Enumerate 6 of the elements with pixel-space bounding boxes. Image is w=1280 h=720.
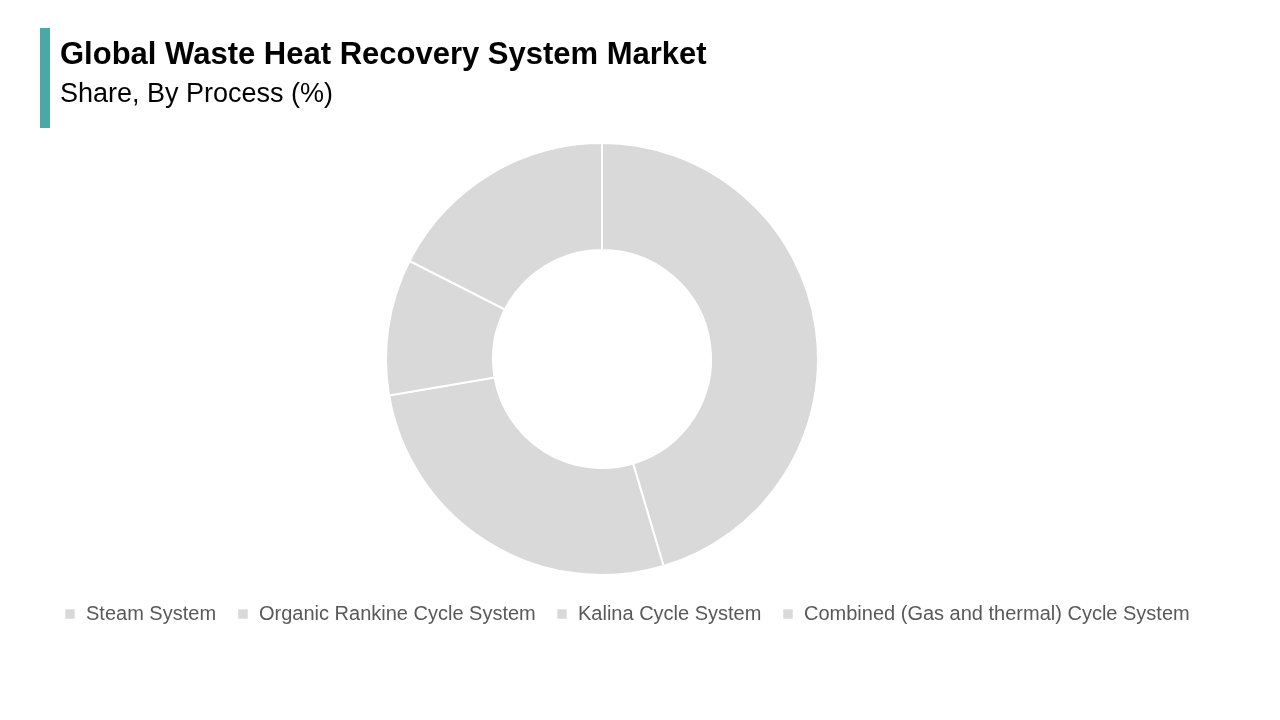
chart-title: Global Waste Heat Recovery System Market [60, 36, 707, 71]
legend-label: Organic Rankine Cycle System [259, 602, 536, 624]
legend-label: Kalina Cycle System [578, 602, 762, 624]
chart-subtitle: Share, By Process (%) [60, 78, 334, 108]
legend-label: Steam System [86, 602, 217, 624]
legend-label: Combined (Gas and thermal) Cycle System [804, 602, 1190, 624]
